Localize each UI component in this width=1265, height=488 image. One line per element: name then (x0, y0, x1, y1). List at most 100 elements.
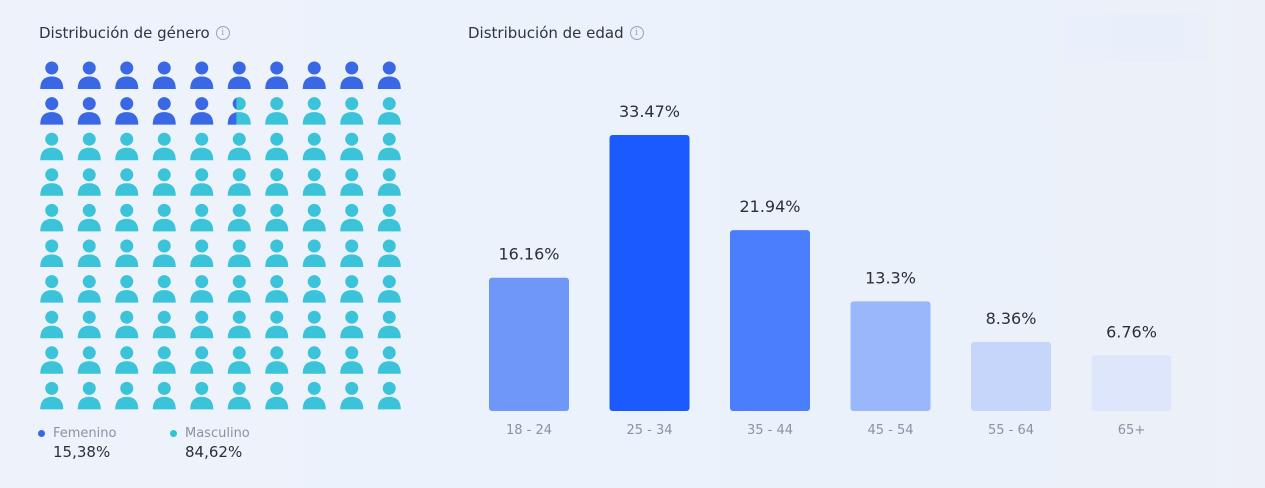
bar-65[interactable] (1091, 355, 1172, 411)
person-icon (115, 310, 139, 339)
person-icon (377, 203, 401, 232)
person-icon (190, 346, 214, 374)
x-tick-label: 35 - 44 (747, 423, 793, 438)
top-right-panel (1062, 14, 1208, 62)
x-tick-label: 25 - 34 (626, 423, 672, 438)
person-icon (115, 168, 139, 196)
bar-55-64[interactable] (971, 342, 1051, 411)
person-icon (40, 203, 64, 232)
person-icon (190, 310, 214, 339)
person-icon (302, 61, 326, 89)
person-icon (40, 239, 64, 267)
person-icon (340, 239, 364, 267)
bar-data-label: 6.76% (1106, 322, 1157, 341)
person-icon (377, 310, 401, 339)
person-icon (265, 61, 289, 89)
person-icon (340, 346, 364, 374)
person-icon (302, 168, 326, 196)
person-icon (302, 381, 326, 410)
person-icon (377, 168, 401, 196)
person-icon (377, 346, 401, 374)
gender-title-text: Distribución de género (39, 24, 210, 42)
person-icon (152, 239, 176, 267)
legend-femenino-value: 15,38% (53, 443, 111, 461)
person-icon (77, 239, 101, 267)
person-icon (115, 132, 139, 161)
person-icon (77, 275, 101, 303)
gender-people-grid (40, 61, 401, 410)
person-icon (265, 132, 289, 161)
person-icon (227, 203, 251, 232)
person-icon (377, 275, 401, 303)
person-icon (340, 381, 364, 410)
person-icon (340, 168, 364, 196)
person-icon (340, 61, 364, 89)
person-icon (152, 310, 176, 339)
person-icon (152, 97, 176, 125)
person-icon (227, 346, 251, 374)
bar-45-54[interactable] (850, 301, 931, 411)
person-icon (115, 381, 139, 410)
person-icon (302, 275, 326, 303)
person-icon (77, 97, 101, 125)
x-tick-label: 45 - 54 (867, 423, 913, 438)
person-icon (265, 203, 289, 232)
person-icon (77, 203, 101, 232)
person-icon (152, 346, 176, 374)
person-icon (115, 275, 139, 303)
person-icon (115, 346, 139, 374)
person-icon (77, 132, 101, 161)
bar-data-label: 33.47% (619, 102, 680, 121)
person-icon (377, 381, 401, 410)
person-icon (265, 168, 289, 196)
person-icon (115, 239, 139, 267)
person-icon (340, 97, 364, 125)
person-icon (227, 132, 251, 161)
person-icon (77, 346, 101, 374)
person-icon (152, 132, 176, 161)
person-icon (265, 346, 289, 374)
person-icon (40, 132, 64, 161)
info-icon[interactable]: i (629, 26, 644, 40)
person-icon (302, 203, 326, 232)
person-icon (115, 61, 139, 89)
x-tick-label: 55 - 64 (988, 423, 1034, 438)
age-title-text: Distribución de edad (468, 24, 624, 42)
person-icon (340, 203, 364, 232)
person-icon (265, 310, 289, 339)
bar-18-24[interactable] (489, 277, 569, 411)
person-icon (302, 346, 326, 374)
legend-femenino-label: Femenino (53, 426, 117, 441)
person-icon (227, 310, 251, 339)
legend-femenino: Femenino 15,38% (38, 426, 116, 461)
bar-35-44[interactable] (730, 230, 810, 411)
person-icon (152, 381, 176, 410)
person-icon (190, 381, 214, 410)
legend-masculino-value: 84,62% (185, 443, 243, 461)
person-icon (377, 132, 401, 161)
person-icon (302, 310, 326, 339)
person-icon (340, 275, 364, 303)
person-icon (302, 97, 326, 125)
bar-data-label: 16.16% (498, 245, 559, 264)
person-icon (377, 97, 401, 125)
person-icon (40, 381, 64, 410)
person-icon (340, 310, 364, 339)
person-icon (40, 97, 64, 125)
person-icon (227, 239, 251, 267)
person-icon (302, 239, 326, 267)
age-chart-title: Distribución de edad i (468, 24, 644, 42)
gender-chart-title: Distribución de género i (39, 24, 230, 42)
person-icon (265, 239, 289, 267)
person-icon (227, 61, 251, 89)
person-icon (377, 61, 401, 89)
bar-data-label: 8.36% (986, 309, 1037, 328)
legend-masculino: Masculino 84,62% (170, 426, 250, 461)
bar-data-label: 13.3% (865, 268, 916, 287)
bar-25-34[interactable] (609, 135, 690, 411)
person-icon (227, 97, 251, 125)
person-icon (40, 168, 64, 196)
info-icon[interactable]: i (215, 26, 230, 40)
person-icon (152, 168, 176, 196)
person-icon (227, 381, 251, 410)
